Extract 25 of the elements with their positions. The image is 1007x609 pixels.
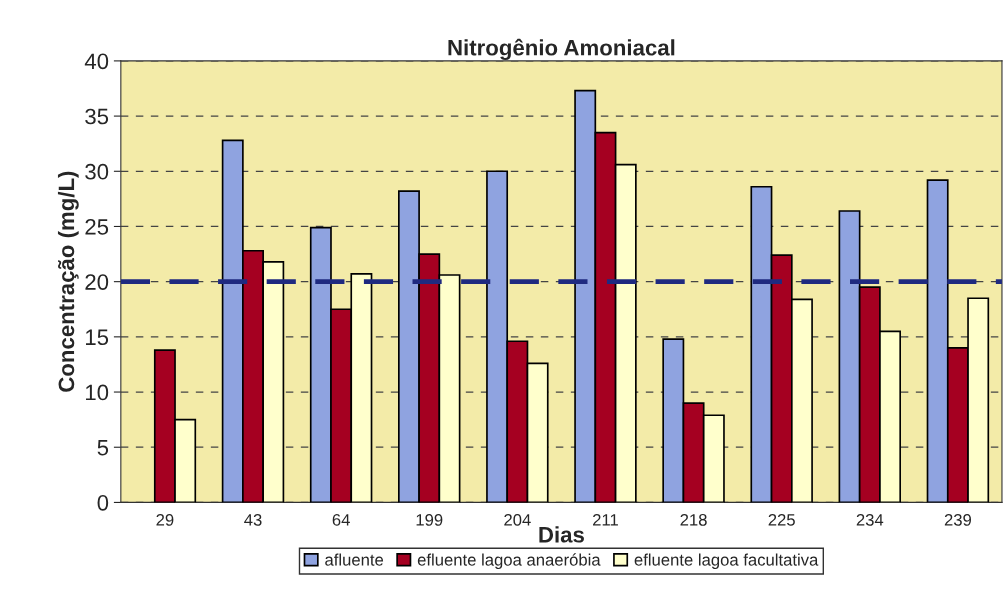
x-tick-label: 64 bbox=[332, 513, 350, 526]
y-tick-label: 10 bbox=[86, 384, 109, 401]
x-tick-label: 199 bbox=[416, 513, 443, 526]
y-tick-label: 5 bbox=[97, 440, 109, 456]
y-tick-label: 40 bbox=[84, 53, 109, 70]
x-tick-label: 218 bbox=[680, 513, 707, 526]
chart-title: Nitrogênio Amoniacal bbox=[448, 38, 675, 61]
x-tick-label: 211 bbox=[593, 513, 618, 526]
x-tick-label: 239 bbox=[944, 513, 972, 526]
y-tick-label: 25 bbox=[85, 219, 109, 235]
x-tick-label: 204 bbox=[504, 513, 531, 526]
y-tick-label: 35 bbox=[85, 108, 109, 125]
y-tick-label: 0 bbox=[97, 494, 109, 511]
x-tick-label: 43 bbox=[244, 513, 262, 526]
x-axis-title: Dias bbox=[539, 526, 584, 543]
legend-label: afluente bbox=[325, 553, 384, 566]
y-tick-label: 20 bbox=[85, 274, 109, 290]
y-axis-title: Concentração (mg/L) bbox=[57, 171, 79, 392]
y-tick-label: 30 bbox=[85, 163, 109, 180]
y-tick-label: 15 bbox=[86, 329, 109, 346]
x-tick-label: 225 bbox=[768, 513, 795, 526]
x-tick-label: 234 bbox=[856, 513, 884, 526]
legend-label: efluente lagoa facultativa bbox=[634, 553, 819, 570]
x-tick-label: 29 bbox=[156, 513, 174, 526]
legend-label: efluente lagoa anaeróbia bbox=[417, 553, 601, 570]
